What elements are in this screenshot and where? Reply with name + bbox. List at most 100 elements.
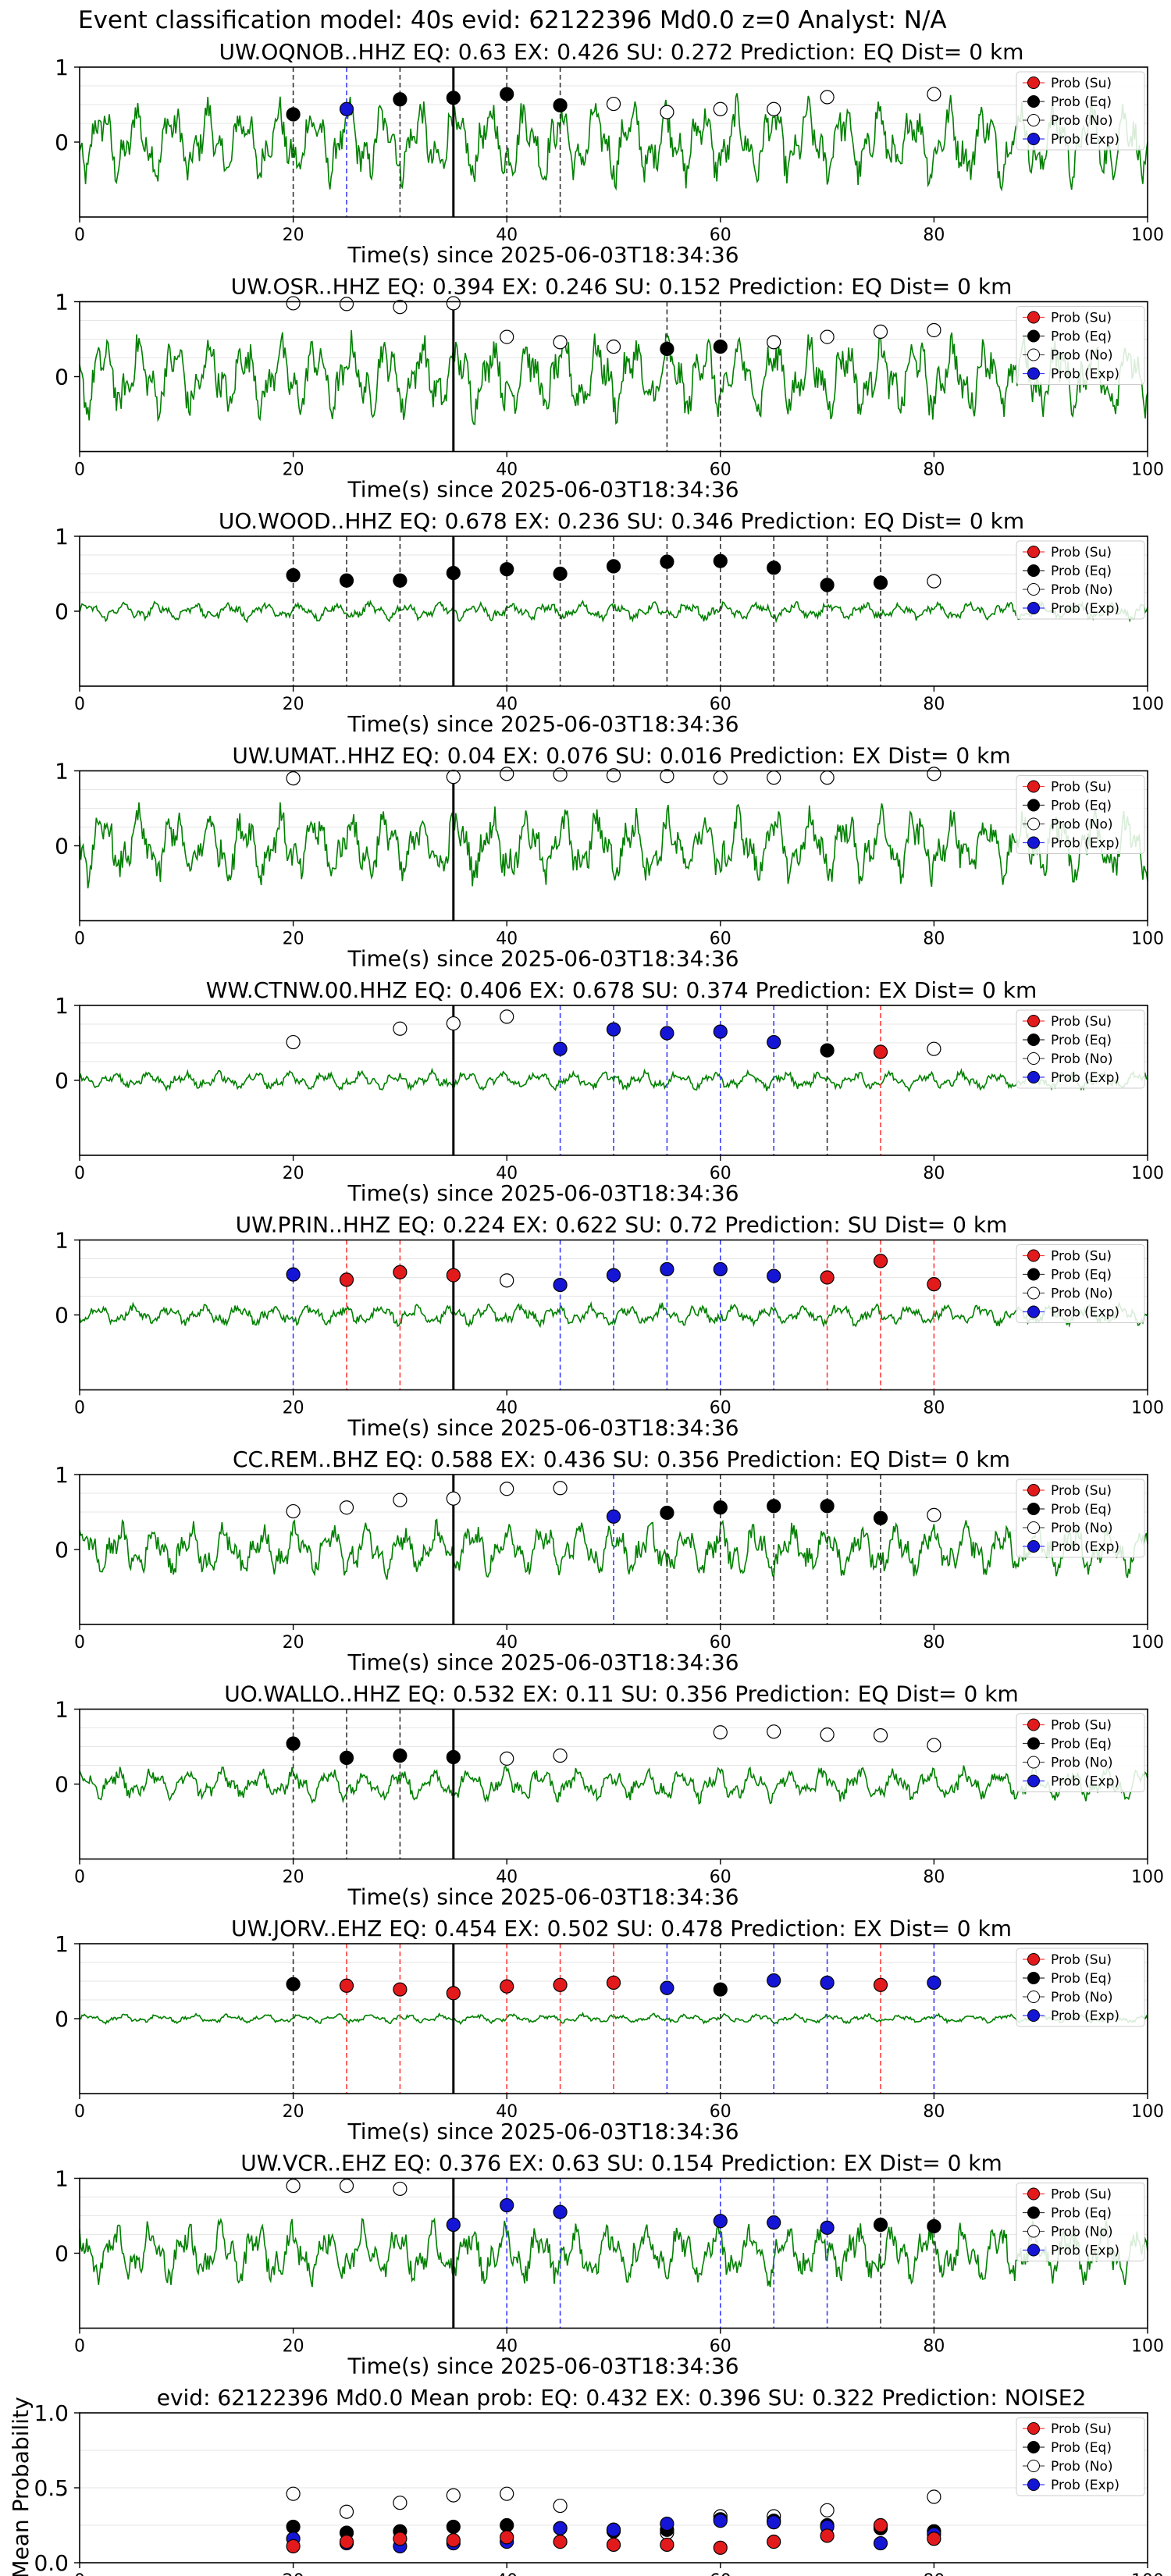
- mean-prob-marker-no: [339, 2504, 354, 2519]
- legend-label-exp: Prob (Exp): [1051, 367, 1119, 382]
- mean-prob-marker-su: [553, 2535, 568, 2549]
- x-tick-label: 40: [496, 461, 518, 480]
- mean-prob-marker-eq: [446, 2519, 461, 2535]
- prob-marker-no: [446, 1016, 461, 1031]
- x-tick-label: 40: [496, 930, 518, 949]
- legend-marker-exp: [1027, 2009, 1040, 2022]
- x-axis-label: Time(s) since 2025-06-03T18:34:36: [347, 1884, 739, 1910]
- waveform-trace: [79, 2217, 1148, 2288]
- prob-marker-su: [446, 1268, 461, 1283]
- prob-marker-no: [873, 324, 888, 339]
- legend-label-exp: Prob (Exp): [1051, 601, 1119, 617]
- x-axis-label: Time(s) since 2025-06-03T18:34:36: [347, 242, 739, 268]
- prob-marker-exp: [713, 1024, 728, 1039]
- mean-prob-marker-su: [820, 2528, 835, 2543]
- legend-box: [1016, 71, 1145, 151]
- prob-marker-no: [500, 1009, 514, 1024]
- legend-label-su: Prob (Su): [1051, 76, 1112, 91]
- legend-marker-no: [1027, 817, 1040, 831]
- prob-marker-su: [553, 1977, 568, 1992]
- x-tick-label: 80: [923, 930, 945, 949]
- station-panel-7: CC.REM..BHZ EQ: 0.588 EX: 0.436 SU: 0.35…: [55, 1446, 1164, 1675]
- x-tick-label: 0: [74, 2102, 85, 2122]
- x-tick-label: 60: [710, 1633, 731, 1653]
- legend-marker-su: [1027, 1953, 1040, 1966]
- prob-marker-no: [446, 770, 461, 785]
- station-panel-9: UW.JORV..EHZ EQ: 0.454 EX: 0.502 SU: 0.4…: [55, 1916, 1164, 2144]
- legend-label-no: Prob (No): [1051, 1756, 1113, 1771]
- legend-marker-exp: [1027, 836, 1040, 849]
- y-tick-label: 0: [55, 1537, 69, 1563]
- legend-label-su: Prob (Su): [1051, 311, 1112, 326]
- legend-marker-no: [1027, 1521, 1040, 1534]
- y-tick-label: 1: [55, 993, 69, 1019]
- prob-marker-exp: [553, 1041, 568, 1056]
- prob-marker-no: [553, 1481, 568, 1496]
- mean-prob-marker-exp: [713, 2514, 728, 2528]
- y-tick-label: 1: [55, 1931, 69, 1957]
- legend-marker-su: [1027, 1484, 1040, 1496]
- prob-marker-exp: [660, 1261, 674, 1277]
- legend-box: [1016, 1713, 1145, 1792]
- waveform-trace: [79, 329, 1148, 425]
- panel-title: UW.PRIN..HHZ EQ: 0.224 EX: 0.622 SU: 0.7…: [236, 1212, 1008, 1238]
- legend-marker-no: [1027, 1991, 1040, 2003]
- legend-marker-no: [1027, 2225, 1040, 2238]
- legend-label-no: Prob (No): [1051, 817, 1113, 833]
- prob-marker-eq: [286, 107, 301, 122]
- prob-marker-eq: [767, 560, 781, 575]
- prob-marker-no: [393, 1021, 408, 1036]
- prob-marker-no: [713, 770, 728, 785]
- prob-marker-eq: [820, 1043, 835, 1058]
- prob-marker-no: [339, 297, 354, 311]
- legend-label-no: Prob (No): [1051, 113, 1113, 129]
- prob-marker-eq: [286, 1736, 301, 1751]
- legend-label-exp: Prob (Exp): [1051, 1539, 1119, 1555]
- x-tick-label: 100: [1131, 1868, 1164, 1888]
- prob-marker-su: [927, 1277, 941, 1292]
- legend-box: [1016, 1009, 1145, 1089]
- x-tick-label: 80: [923, 2102, 945, 2122]
- mean-prob-marker-su: [606, 2537, 621, 2553]
- prob-marker-eq: [660, 554, 674, 569]
- station-panel-1: UW.OQNOB..HHZ EQ: 0.63 EX: 0.426 SU: 0.2…: [55, 39, 1164, 268]
- prob-marker-exp: [767, 2215, 781, 2230]
- legend-marker-exp: [1027, 602, 1040, 614]
- prob-marker-exp: [927, 1975, 941, 1991]
- y-tick-label: 0: [55, 834, 69, 859]
- panel-title: UW.OQNOB..HHZ EQ: 0.63 EX: 0.426 SU: 0.2…: [219, 39, 1024, 65]
- legend-marker-eq: [1027, 2441, 1040, 2453]
- y-tick-label: 1: [55, 1228, 69, 1254]
- prob-marker-no: [393, 2181, 408, 2197]
- waveform-trace: [79, 1067, 1148, 1093]
- legend-label-su: Prob (Su): [1051, 1483, 1112, 1499]
- x-axis-label: Time(s) since 2025-06-03T18:34:36: [347, 711, 739, 737]
- station-panel-10: UW.VCR..EHZ EQ: 0.376 EX: 0.63 SU: 0.154…: [55, 2151, 1164, 2379]
- prob-marker-su: [339, 1272, 354, 1287]
- mean-prob-marker-no: [393, 2496, 408, 2510]
- prob-marker-no: [927, 322, 941, 338]
- x-tick-label: 80: [923, 695, 945, 714]
- x-tick-label: 0: [74, 2571, 85, 2576]
- x-tick-label: 80: [923, 1399, 945, 1418]
- mean-prob-marker-su: [339, 2535, 354, 2549]
- axes-frame: [79, 1708, 1148, 1860]
- y-tick-label: 0: [55, 1303, 69, 1329]
- x-tick-label: 60: [710, 2571, 731, 2576]
- panel-title: UW.JORV..EHZ EQ: 0.454 EX: 0.502 SU: 0.4…: [231, 1916, 1012, 1941]
- figure-title: Event classification model: 40s evid: 62…: [78, 6, 947, 34]
- x-tick-label: 0: [74, 695, 85, 714]
- y-tick-label: 1: [55, 759, 69, 785]
- prob-marker-su: [873, 1977, 888, 1992]
- y-tick-label: 1: [55, 524, 69, 550]
- prob-marker-su: [339, 1978, 354, 1993]
- x-tick-label: 20: [283, 2571, 304, 2576]
- prob-marker-exp: [767, 1268, 781, 1283]
- mean-prob-marker-exp: [606, 2522, 621, 2537]
- x-tick-label: 80: [923, 1868, 945, 1888]
- legend-label-eq: Prob (Eq): [1051, 94, 1112, 110]
- panel-title: UW.OSR..HHZ EQ: 0.394 EX: 0.246 SU: 0.15…: [231, 274, 1013, 300]
- mean-prob-marker-no: [820, 2503, 835, 2517]
- legend-label-su: Prob (Su): [1051, 1249, 1112, 1265]
- x-tick-label: 20: [283, 1399, 304, 1418]
